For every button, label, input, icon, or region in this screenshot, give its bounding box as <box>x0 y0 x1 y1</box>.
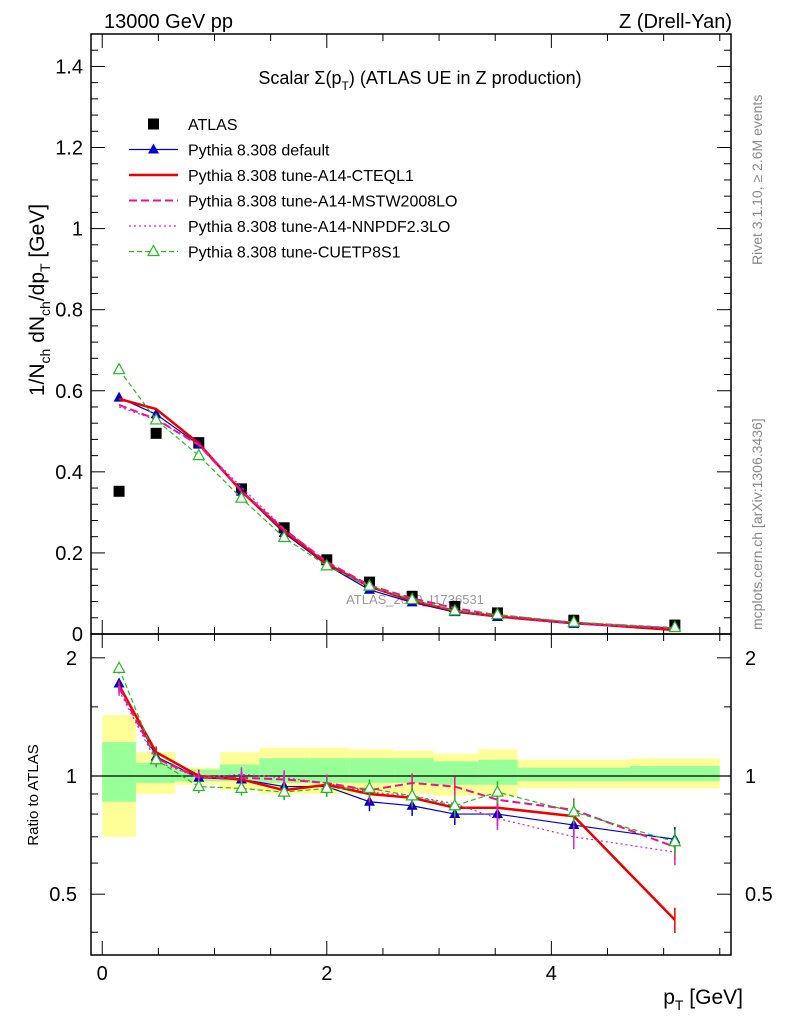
x-tick-label: 0 <box>97 963 108 985</box>
series-5-point <box>149 412 163 425</box>
legend-entry-label: ATLAS <box>188 117 238 134</box>
series-5-line <box>118 369 675 629</box>
series-5-point <box>234 490 248 503</box>
ratio-panel-frame <box>90 633 732 956</box>
x-tick-label: 4 <box>546 963 557 985</box>
plot-title: Scalar Σ(pT) (ATLAS UE in Z production) <box>258 68 581 93</box>
main-axis-ticks: 0 0.2 0.4 0.6 0.8 1 1.2 1.4 <box>55 34 731 646</box>
green-band-segment <box>102 742 136 802</box>
legend-marker-5 <box>146 244 161 257</box>
ratio-series-4-point <box>567 804 581 817</box>
legend-entry-label: Pythia 8.308 tune-CUETP8S1 <box>188 245 401 262</box>
atlas-data-point <box>113 485 125 497</box>
ratio-series-0-line <box>118 683 675 840</box>
y-tick-label: 0.2 <box>55 543 83 565</box>
main-series-layer <box>112 362 682 633</box>
legend-entry-label: Pythia 8.308 tune-A14-MSTW2008LO <box>188 194 457 211</box>
series-4-line <box>118 406 675 629</box>
green-band-segment <box>629 766 720 782</box>
series-5-point <box>362 578 376 591</box>
mcplots-reference-label: mcplots.cern.ch [arXiv:1306.3436] <box>749 418 765 630</box>
ratio-y-tick-label: 0.5 <box>49 884 77 906</box>
legend-entry-label: Pythia 8.308 tune-A14-NNPDF2.3LO <box>188 219 450 236</box>
legend-marker-atlas <box>148 118 159 130</box>
ratio-y-tick-label: 1 <box>66 766 77 788</box>
y-tick-label: 1 <box>72 219 83 241</box>
main-panel-frame <box>90 33 732 635</box>
ratio-y-tick-label-right: 0.5 <box>745 884 773 906</box>
series-5-point <box>668 620 682 633</box>
ratio-series-4-point <box>234 781 248 793</box>
ratio-series-4-point <box>192 779 206 792</box>
green-band-segment <box>478 759 518 785</box>
series-3-line <box>118 404 675 630</box>
y-tick-label: 1.4 <box>55 56 83 78</box>
series-5-point <box>112 362 126 375</box>
y-tick-label: 1.2 <box>55 138 83 160</box>
green-band-segment <box>394 758 434 783</box>
ratio-series-4-point <box>320 781 334 793</box>
green-band-segment <box>433 761 479 785</box>
series-5-point <box>320 558 334 571</box>
ratio-series-2-line <box>118 687 676 848</box>
ratio-series-1-line <box>117 684 676 921</box>
series-2-line <box>118 397 675 632</box>
ratio-series-4-point <box>490 784 504 797</box>
series-5-point <box>448 603 462 616</box>
ratio-series-4-point <box>448 798 462 811</box>
x-tick-label: 2 <box>321 963 332 985</box>
ratio-series-3-line <box>118 690 675 853</box>
ratio-series-4-point <box>668 834 682 847</box>
atlas-data-point <box>150 427 162 439</box>
y-tick-label: 0.6 <box>55 381 83 403</box>
ratio-series-4-point <box>362 781 376 793</box>
ratio-series-4-line <box>118 668 676 843</box>
ratio-series-4-point <box>277 784 291 797</box>
legend-entry-label: Pythia 8.308 tune-A14-CTEQL1 <box>188 168 414 185</box>
header-left-label: 13000 GeV pp <box>104 11 233 33</box>
series-5-point <box>192 448 206 461</box>
rivet-version-label: Rivet 3.1.10, ≥ 2.6M events <box>749 95 765 265</box>
main-y-axis-label: 1/Nch dNch/dpT [GeV] <box>26 204 53 396</box>
y-tick-label: 0.8 <box>55 300 83 322</box>
legend-entry-label: Pythia 8.308 default <box>188 143 330 160</box>
ratio-y-tick-label: 2 <box>66 648 77 670</box>
series-5-point <box>405 592 419 605</box>
series-5-point <box>277 530 291 543</box>
ratio-series-4-point <box>149 752 163 765</box>
ratio-series-4-point <box>112 661 126 673</box>
y-tick-label: 0.4 <box>55 462 83 484</box>
y-tick-label: 0 <box>72 624 83 646</box>
ratio-series-4-point <box>405 788 419 801</box>
header-right-label: Z (Drell-Yan) <box>619 11 732 33</box>
ratio-y-tick-label-right: 1 <box>745 766 756 788</box>
x-axis-label: pT [GeV] <box>663 986 743 1013</box>
green-band-segment <box>135 762 176 783</box>
legend-marker-1 <box>148 143 159 154</box>
legend: ATLAS Pythia 8.308 default Pythia 8.308 tu… <box>129 117 457 262</box>
green-band-segment <box>349 758 395 783</box>
ratio-axis-ticks: 0.5 0.5 1 1 2 2 0 2 4 <box>49 634 773 985</box>
ratio-series-layer <box>112 661 682 934</box>
series-5-point <box>567 614 581 627</box>
green-band-segment <box>517 767 630 782</box>
series-5-point <box>490 607 504 620</box>
ratio-y-axis-label: Ratio to ATLAS <box>25 744 42 845</box>
ratio-y-tick-label-right: 2 <box>745 648 756 670</box>
